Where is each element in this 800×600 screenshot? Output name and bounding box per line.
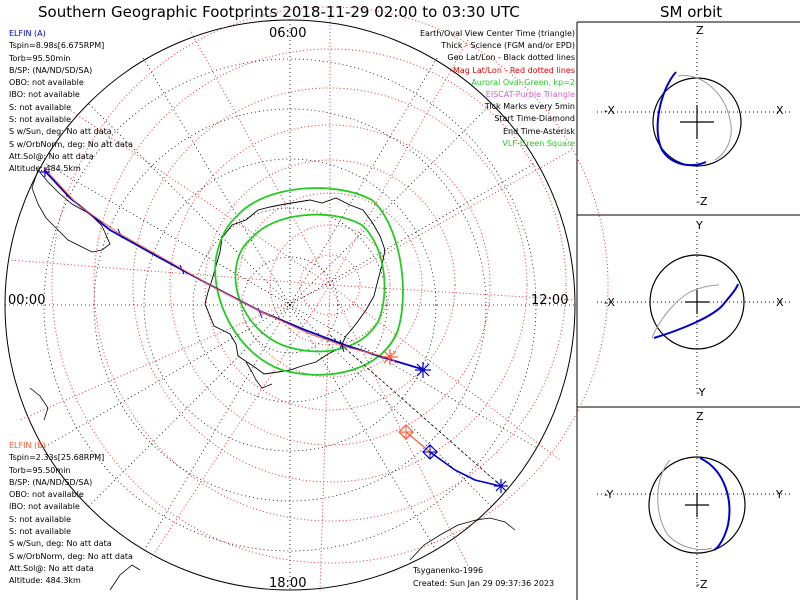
panel1-left-label: -X bbox=[604, 104, 615, 117]
panel2-bottom-label: -Y bbox=[696, 386, 706, 399]
credit-model: Tsyganenko-1996 bbox=[413, 566, 484, 575]
elfin-a-line: S: not available bbox=[9, 102, 72, 112]
elfin-a-line: S w/OrbNorm, deg: No att data bbox=[9, 139, 133, 149]
legend-item: Thick - Science (FGM and/or EPD) bbox=[441, 41, 575, 51]
elfin-a-info: ELFIN (A) Tspin=8.98s[6.675RPM] Torb=95.… bbox=[9, 28, 133, 176]
elfin-b-line: S w/Sun, deg: No att data bbox=[9, 539, 112, 549]
credit-created: Created: Sun Jan 29 09:37:36 2023 bbox=[413, 579, 555, 588]
antarctica-outline bbox=[204, 197, 386, 375]
australia-outline bbox=[31, 169, 111, 253]
legend-item: Earth/Oval View Center Time (triangle) bbox=[419, 29, 575, 38]
orbit-title: SM orbit bbox=[660, 3, 723, 21]
elfin-a-line: S: not available bbox=[9, 115, 72, 125]
elfin-b-lower-track bbox=[405, 431, 501, 487]
time-label-bottom: 18:00 bbox=[269, 576, 307, 591]
auroral-oval-outer bbox=[214, 187, 404, 376]
panel2-left-label: -X bbox=[604, 296, 615, 309]
sm-orbit-panel-2 bbox=[597, 232, 790, 392]
elfin-a-name: ELFIN (A) bbox=[9, 29, 46, 38]
legend-item: End Time-Asterisk bbox=[502, 126, 575, 136]
elfin-b-line: S: not available bbox=[9, 527, 72, 537]
elfin-b-line: S: not available bbox=[9, 514, 72, 524]
elfin-a-lower-track bbox=[429, 451, 501, 487]
elfin-a-line: OBO: not available bbox=[9, 78, 84, 88]
legend-item: EISCAT-Purple Triangle bbox=[485, 90, 575, 100]
elfin-a-line: Att.Sol@: No att data bbox=[9, 151, 94, 161]
panel2-right-label: X bbox=[776, 296, 784, 309]
panel3-bottom-label: -Z bbox=[696, 578, 708, 591]
elfin-b-line: Torb=95.50min bbox=[9, 465, 71, 475]
sm-orbit-panel-3 bbox=[597, 422, 790, 590]
panel2-top-label: Y bbox=[696, 219, 703, 232]
panel1-bottom-label: -Z bbox=[696, 195, 708, 208]
south-america-outline bbox=[409, 517, 516, 561]
legend-item: VLF-Green Square bbox=[502, 138, 575, 148]
panel1-right-label: X bbox=[776, 104, 784, 117]
legend: Earth/Oval View Center Time (triangle) T… bbox=[335, 28, 575, 150]
elfin-b-line: Att.Sol@: No att data bbox=[9, 563, 94, 573]
panel1-top-label: Z bbox=[696, 24, 704, 37]
legend-item: Tick Marks every 5min bbox=[484, 102, 575, 112]
legend-item: Start Time-Diamond bbox=[494, 114, 575, 124]
sm-orbit-panel-1 bbox=[597, 38, 790, 198]
end-asterisk-a bbox=[415, 362, 431, 378]
elfin-b-info: ELFIN (B) Tspin=2.33s[25.68RPM] Torb=95.… bbox=[9, 440, 133, 588]
elfin-a-track bbox=[43, 169, 426, 371]
elfin-b-line: Altitude: 484.3km bbox=[9, 576, 81, 586]
start-asterisk-a-upper bbox=[40, 167, 50, 177]
elfin-a-line: S w/Sun, deg: No att data bbox=[9, 127, 112, 137]
auroral-oval-inner bbox=[234, 213, 386, 353]
start-diamond-b bbox=[398, 424, 414, 440]
mag-grid bbox=[9, 6, 609, 591]
antarctic-peninsula-outline bbox=[245, 361, 273, 389]
elfin-b-line: S w/OrbNorm, deg: No att data bbox=[9, 551, 133, 561]
time-label-right: 12:00 bbox=[531, 293, 569, 308]
elfin-b-track bbox=[43, 167, 391, 359]
start-diamond-a bbox=[422, 444, 438, 460]
legend-item: Geo Lat/Lon - Black dotted lines bbox=[447, 53, 575, 63]
geo-grid bbox=[5, 20, 575, 590]
elfin-a-line: B/SP: (NA/ND/SD/SA) bbox=[9, 65, 93, 75]
end-asterisk-a-lower bbox=[494, 479, 508, 493]
elfin-b-line: OBO: not available bbox=[9, 490, 84, 500]
panel3-right-label: Y bbox=[776, 488, 783, 501]
elfin-a-line: Tspin=8.98s[6.675RPM] bbox=[9, 41, 105, 51]
elfin-b-line: B/SP: (NA/ND/SD/SA) bbox=[9, 477, 93, 487]
main-title: Southern Geographic Footprints 2018-11-2… bbox=[38, 3, 520, 21]
panel3-left-label: -Y bbox=[604, 488, 614, 501]
elfin-a-line: Torb=95.50min bbox=[9, 53, 71, 63]
elfin-a-line: Altitude: 484.5km bbox=[9, 164, 81, 174]
new-zealand-outline bbox=[29, 387, 49, 421]
projection-line bbox=[329, 334, 501, 486]
elfin-a-ticks bbox=[65, 194, 345, 353]
elfin-b-name: ELFIN (B) bbox=[9, 441, 46, 450]
legend-item: Mag Lat/Lon - Red dotted lines bbox=[452, 65, 575, 75]
time-label-top: 06:00 bbox=[269, 26, 307, 41]
end-asterisk-b bbox=[382, 349, 398, 365]
africa-outline bbox=[109, 564, 141, 591]
time-label-left: 00:00 bbox=[8, 293, 46, 308]
elfin-b-line: IBO: not available bbox=[9, 502, 80, 512]
panel3-top-label: Z bbox=[696, 410, 704, 423]
legend-item: Auroral Oval-Green, kp=2 bbox=[471, 77, 575, 87]
elfin-a-line: IBO: not available bbox=[9, 90, 80, 100]
elfin-b-line: Tspin=2.33s[25.68RPM] bbox=[9, 453, 105, 463]
